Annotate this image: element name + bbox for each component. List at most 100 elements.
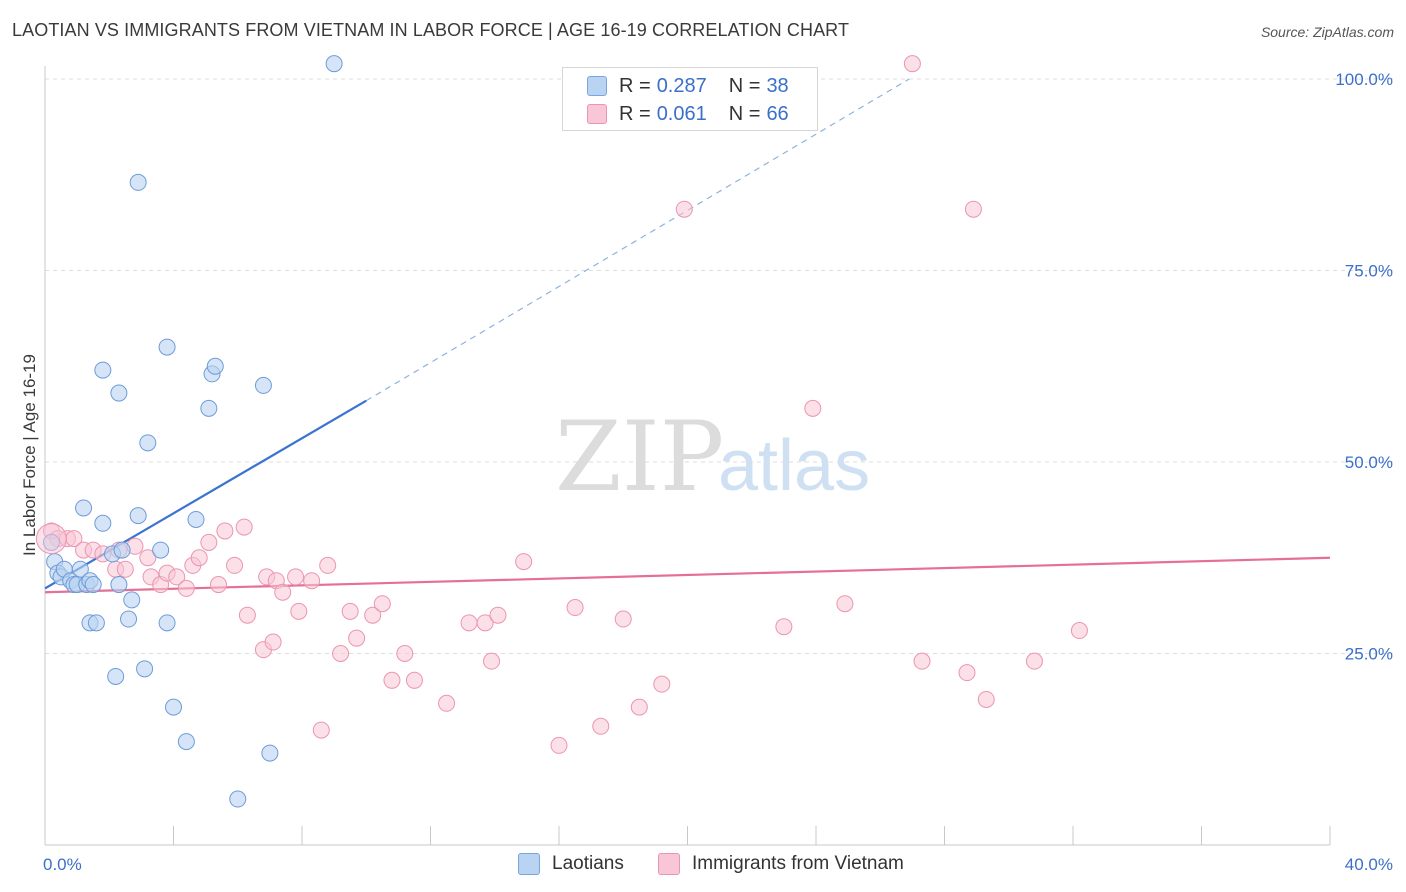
point-vietnam (235, 518, 253, 536)
point-vietnam (177, 579, 195, 597)
point-vietnam (775, 618, 793, 636)
point-laotians (123, 591, 141, 609)
point-laotians (152, 541, 170, 559)
point-vietnam (804, 399, 822, 417)
y-tick-label: 100.0% (1335, 70, 1393, 89)
point-laotians (71, 560, 89, 578)
axes (44, 66, 1331, 846)
point-laotians (158, 614, 176, 632)
bottom-legend-vietnam: Immigrants from Vietnam (658, 852, 904, 876)
point-vietnam (653, 675, 671, 693)
point-laotians (113, 541, 131, 559)
y-tick-label: 25.0% (1345, 645, 1393, 664)
legend-n-label: N = (728, 74, 761, 97)
point-laotians (107, 667, 125, 685)
point-laotians (261, 744, 279, 762)
point-vietnam (489, 606, 507, 624)
point-laotians (165, 698, 182, 716)
source-label: Source: ZipAtlas.com (1260, 24, 1394, 40)
point-vietnam (287, 568, 305, 586)
point-laotians (254, 376, 272, 394)
point-vietnam (200, 533, 218, 551)
legend-r-label: R = (619, 74, 651, 97)
point-laotians (229, 790, 247, 808)
point-vietnam (630, 698, 648, 716)
chart-title: LAOTIAN VS IMMIGRANTS FROM VIETNAM IN LA… (12, 20, 850, 40)
point-vietnam (977, 690, 995, 708)
point-vietnam (836, 595, 854, 613)
point-laotians (129, 507, 147, 525)
point-laotians (84, 576, 102, 594)
point-vietnam (964, 200, 982, 218)
point-laotians (129, 173, 147, 191)
legend-n-label: N = (728, 102, 761, 125)
watermark-zip: ZIP (555, 401, 724, 513)
point-vietnam (566, 599, 584, 617)
legend-label-laotians: Laotians (552, 853, 624, 874)
point-laotians (94, 514, 112, 532)
point-vietnam (913, 652, 931, 670)
point-vietnam (675, 200, 693, 218)
point-vietnam (483, 652, 501, 670)
point-vietnam (226, 556, 244, 574)
point-vietnam (264, 633, 282, 651)
point-vietnam (319, 556, 337, 574)
point-vietnam (958, 664, 976, 682)
point-laotians (325, 55, 343, 73)
point-laotians (75, 499, 93, 517)
point-laotians (136, 660, 154, 678)
point-vietnam (592, 717, 610, 735)
point-laotians (94, 361, 112, 379)
point-vietnam (290, 602, 308, 620)
point-vietnam (332, 645, 350, 662)
legend-label-vietnam: Immigrants from Vietnam (692, 853, 904, 874)
x-tick-label: 40.0% (1345, 855, 1393, 874)
point-vietnam (209, 576, 227, 594)
point-vietnam (1070, 622, 1088, 640)
point-vietnam (216, 522, 234, 540)
point-vietnam (1025, 652, 1043, 670)
legend-n-value: 38 (766, 74, 789, 97)
legend-swatch-pink (587, 104, 607, 124)
point-laotians (120, 610, 138, 628)
point-laotians (177, 733, 195, 751)
point-vietnam (405, 671, 423, 689)
data-points (35, 55, 1088, 808)
point-vietnam (312, 721, 330, 739)
point-vietnam (903, 55, 921, 73)
watermark-atlas: atlas (718, 426, 870, 506)
legend-swatch-pink (658, 853, 680, 875)
point-vietnam (460, 614, 478, 632)
point-vietnam (614, 610, 632, 628)
legend-r-value: 0.287 (656, 74, 707, 97)
correlation-legend: R = 0.287 N = 38 R = 0.061 N = 66 (562, 67, 818, 131)
point-laotians (158, 338, 176, 356)
legend-n-value: 66 (766, 102, 789, 125)
tick-labels: 25.0% 50.0% 75.0% 100.0% 0.0% 40.0% (43, 70, 1393, 874)
bottom-legend-laotians: Laotians (518, 852, 624, 876)
point-laotians (110, 384, 128, 402)
point-vietnam (341, 602, 359, 620)
point-vietnam (364, 606, 382, 624)
point-laotians (139, 434, 157, 452)
point-vietnam (515, 553, 533, 571)
legend-row-laotians: R = 0.287 N = 38 (587, 73, 789, 99)
legend-swatch-blue (587, 76, 607, 96)
y-axis-title: In Labor Force | Age 16-19 (20, 354, 39, 556)
point-laotians (206, 357, 224, 375)
point-vietnam (476, 614, 494, 632)
point-vietnam (168, 568, 186, 586)
point-vietnam (139, 549, 157, 567)
legend-r-value: 0.061 (656, 102, 707, 125)
y-tick-label: 75.0% (1345, 262, 1393, 281)
point-vietnam (348, 629, 366, 647)
point-vietnam (396, 645, 414, 662)
point-vietnam (190, 549, 208, 567)
point-vietnam (238, 606, 256, 624)
point-vietnam (373, 595, 391, 613)
point-vietnam-cluster (35, 523, 67, 555)
gridlines (45, 78, 1393, 654)
point-laotians (87, 614, 105, 632)
point-vietnam (274, 583, 292, 601)
point-laotians (187, 510, 205, 528)
